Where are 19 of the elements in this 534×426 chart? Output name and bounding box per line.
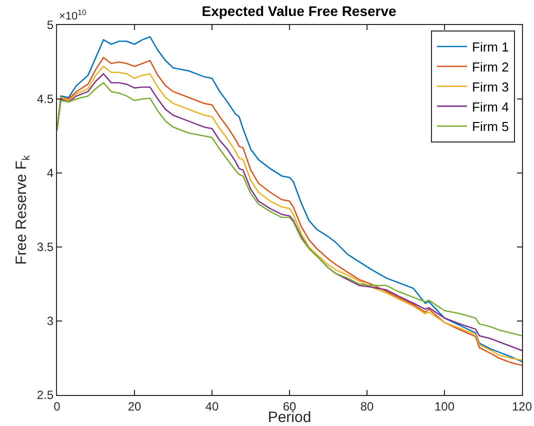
y-tick-label: 5 (46, 18, 54, 32)
x-tick-label: 120 (512, 399, 532, 414)
legend-label: Firm 5 (472, 119, 509, 134)
x-tick-label: 20 (128, 399, 142, 414)
y-tick-label: 4.5 (36, 92, 54, 106)
x-tick-label: 80 (360, 399, 374, 414)
chart-title: Expected Value Free Reserve (202, 3, 397, 20)
x-tick-label: 40 (205, 399, 219, 414)
y-tick-label: 3 (46, 314, 54, 328)
x-tick-label: 100 (434, 399, 455, 414)
x-tick-label: 0 (54, 399, 61, 414)
legend-label: Firm 3 (472, 79, 509, 94)
legend-label: Firm 4 (472, 99, 509, 114)
y-tick-label: 3.5 (36, 240, 54, 254)
text: ×10$^{10}$ (59, 8, 86, 23)
legend-label: Firm 1 (472, 40, 509, 55)
legend-label: Firm 2 (472, 59, 509, 74)
y-tick-label: 2.5 (36, 388, 54, 402)
y-tick-label: 4 (46, 166, 54, 180)
